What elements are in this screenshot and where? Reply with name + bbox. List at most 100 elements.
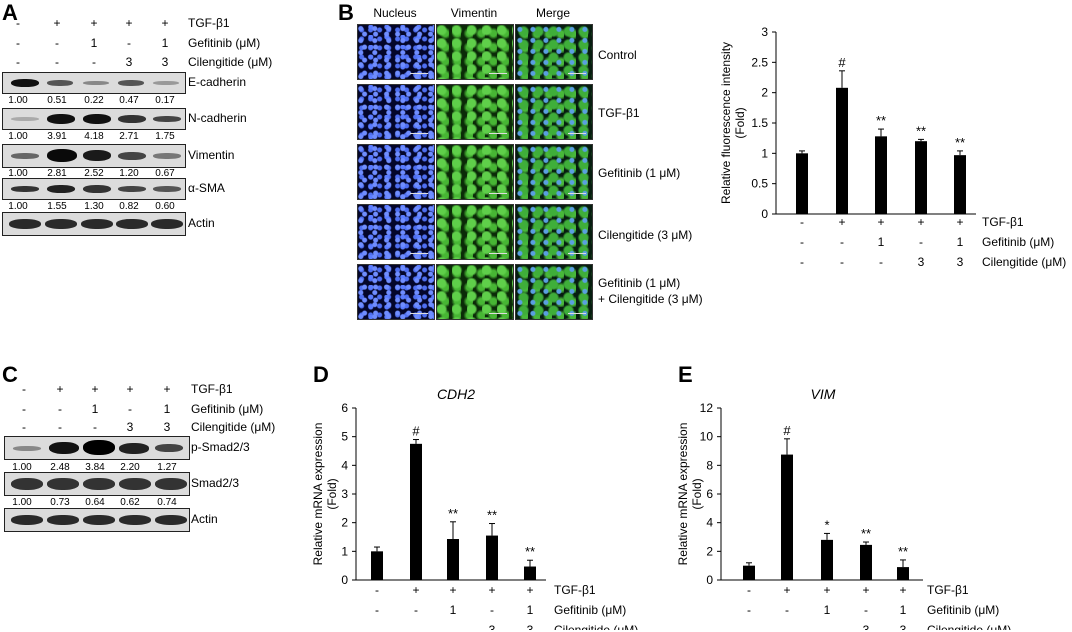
treatment-sign: 1	[900, 603, 907, 617]
treatment-sign: -	[55, 55, 59, 69]
treatment-sign: 3	[957, 255, 964, 269]
chart-b-fluorescence: Relative fluorescence intensity(Fold) 0 0.…	[719, 25, 1066, 269]
treatment-sign: +	[488, 583, 495, 597]
treatment-label-cilengitide: Cilengitide (μM)	[191, 420, 276, 434]
blot-band	[47, 515, 79, 525]
treatment-sign: +	[90, 16, 98, 30]
significance-marker: **	[525, 544, 535, 559]
y-tick-label: 1.5	[751, 116, 768, 130]
bar	[781, 454, 793, 580]
significance-marker: *	[824, 517, 829, 532]
densitometry-value: 3.91	[47, 131, 67, 142]
treatment-sign: +	[163, 382, 171, 396]
micrograph-nucleus	[357, 24, 435, 80]
treatment-sign: -	[451, 623, 455, 630]
blot-band	[155, 478, 187, 490]
treatment-sign: +	[823, 583, 830, 597]
densitometry-value: 0.51	[47, 95, 67, 106]
treatment-sign: -	[16, 36, 20, 50]
treatment-label: Cilengitide (μM)	[554, 623, 638, 630]
blot-band	[83, 185, 111, 193]
blot-actin	[2, 212, 186, 236]
treatment-label: Gefitinib (μM)	[554, 603, 626, 617]
micrograph-nucleus	[357, 264, 435, 320]
densitometry-value: 0.67	[155, 168, 175, 179]
treatment-sign: +	[783, 583, 790, 597]
significance-marker: **	[955, 135, 965, 150]
blot-n-cadherin	[2, 108, 186, 130]
densitometry-value: 0.47	[119, 95, 139, 106]
blot-label-smad: Smad2/3	[191, 476, 240, 490]
blot-smad	[4, 472, 190, 496]
blot-band	[11, 515, 43, 525]
treatment-sign: -	[785, 623, 789, 630]
blot-band	[11, 478, 43, 490]
bar	[796, 153, 808, 214]
column-header-vimentin: Vimentin	[450, 6, 498, 20]
treatment-label: TGF-β1	[982, 215, 1024, 229]
blot-band	[47, 149, 77, 162]
panel-label-c: C	[2, 362, 18, 387]
treatment-sign: -	[16, 16, 20, 30]
densitometry-value: 1.00	[12, 497, 32, 508]
treatment-label: Cilengitide (μM)	[927, 623, 1011, 630]
bar	[915, 141, 927, 214]
densitometry-value: 2.48	[50, 462, 70, 473]
bar	[821, 539, 833, 580]
treatment-sign: +	[899, 583, 906, 597]
blot-band	[151, 219, 183, 229]
treatment-sign: -	[128, 402, 132, 416]
blot-band	[118, 115, 146, 123]
treatment-label: TGF-β1	[554, 583, 596, 597]
y-tick-label: 12	[700, 401, 714, 415]
micrograph-nucleus	[357, 204, 435, 260]
treatment-sign: +	[449, 583, 456, 597]
blot-band	[155, 444, 183, 452]
treatment-sign: +	[956, 215, 963, 229]
blot-e-cadherin	[2, 72, 186, 94]
y-tick-label: 8	[706, 458, 713, 472]
densitometry-value: 1.00	[8, 131, 28, 142]
column-header-nucleus: Nucleus	[373, 6, 417, 20]
bar	[743, 565, 755, 580]
blot-band	[11, 186, 39, 192]
blot-label-actin: Actin	[191, 512, 218, 526]
blot-band	[83, 515, 115, 525]
bar	[875, 136, 887, 214]
densitometry-value: 1.00	[8, 95, 28, 106]
y-tick-label: 4	[706, 516, 713, 530]
treatment-sign: +	[161, 16, 169, 30]
treatment-label: TGF-β1	[927, 583, 969, 597]
densitometry-value: 1.00	[12, 462, 32, 473]
treatment-sign: +	[126, 382, 134, 396]
y-tick-label: 1	[761, 146, 768, 160]
treatment-sign: +	[412, 583, 419, 597]
treatment-sign: 3	[489, 623, 496, 630]
micrograph-merge	[515, 144, 593, 200]
blot-band	[47, 114, 75, 124]
bar	[836, 87, 848, 214]
densitometry-value: 2.71	[119, 131, 139, 142]
treatment-sign: 3	[125, 55, 133, 69]
blot-band	[83, 114, 111, 124]
treatment-sign: +	[53, 16, 61, 30]
treatment-sign: -	[22, 420, 26, 434]
blot-label-p-smad: p-Smad2/3	[191, 440, 250, 454]
treatment-sign: -	[747, 603, 751, 617]
y-tick-label: 2	[706, 544, 713, 558]
treatment-sign: 3	[918, 255, 925, 269]
chart-title: VIM	[811, 386, 836, 402]
treatment-label-tgf: TGF-β1	[191, 382, 233, 396]
significance-marker: **	[916, 123, 926, 138]
significance-marker: #	[412, 424, 420, 439]
treatment-sign: -	[414, 623, 418, 630]
y-tick-label: 0	[761, 207, 768, 221]
blot-band	[11, 153, 39, 159]
row-label-combination-line2: + Cilengitide (3 μM)	[598, 292, 703, 306]
y-tick-label: 1	[341, 544, 348, 558]
treatment-sign: 1	[824, 603, 831, 617]
treatment-label-tgf: TGF-β1	[188, 16, 230, 30]
treatment-sign: -	[58, 402, 62, 416]
blot-band	[153, 153, 181, 159]
blot-band	[47, 478, 79, 490]
